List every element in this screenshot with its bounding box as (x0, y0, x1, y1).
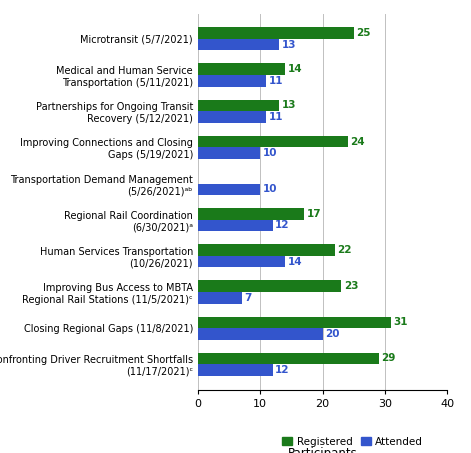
Bar (198, 136, 348, 147)
Text: 14: 14 (288, 256, 302, 267)
Bar (198, 27, 354, 39)
Text: 10: 10 (263, 148, 277, 158)
Bar (198, 364, 273, 376)
Bar (198, 244, 335, 256)
Bar (198, 256, 285, 267)
Bar (198, 39, 279, 50)
Text: 7: 7 (244, 293, 252, 303)
Text: 31: 31 (394, 318, 408, 328)
Text: 24: 24 (350, 136, 365, 147)
Bar (198, 328, 323, 340)
Text: 12: 12 (275, 221, 290, 231)
Bar (198, 63, 285, 75)
Text: 29: 29 (382, 353, 396, 363)
X-axis label: Participants: Participants (288, 448, 357, 453)
Bar (198, 183, 260, 195)
Bar (198, 292, 242, 304)
Text: 12: 12 (275, 365, 290, 375)
Text: 11: 11 (269, 76, 284, 86)
Text: 11: 11 (269, 112, 284, 122)
Bar (198, 353, 379, 364)
Text: 13: 13 (282, 101, 296, 111)
Bar (198, 75, 267, 87)
Text: 20: 20 (325, 329, 340, 339)
Bar (198, 111, 267, 123)
Text: 13: 13 (282, 40, 296, 50)
Bar (198, 147, 260, 159)
Text: 10: 10 (263, 184, 277, 194)
Bar (198, 208, 304, 220)
Legend: Registered, Attended: Registered, Attended (278, 432, 427, 451)
Bar (198, 220, 273, 231)
Text: 14: 14 (288, 64, 302, 74)
Bar (198, 317, 391, 328)
Bar (198, 100, 279, 111)
Text: 25: 25 (357, 28, 371, 38)
Bar (198, 280, 341, 292)
Text: 23: 23 (344, 281, 358, 291)
Text: 17: 17 (307, 209, 321, 219)
Text: 22: 22 (338, 245, 352, 255)
